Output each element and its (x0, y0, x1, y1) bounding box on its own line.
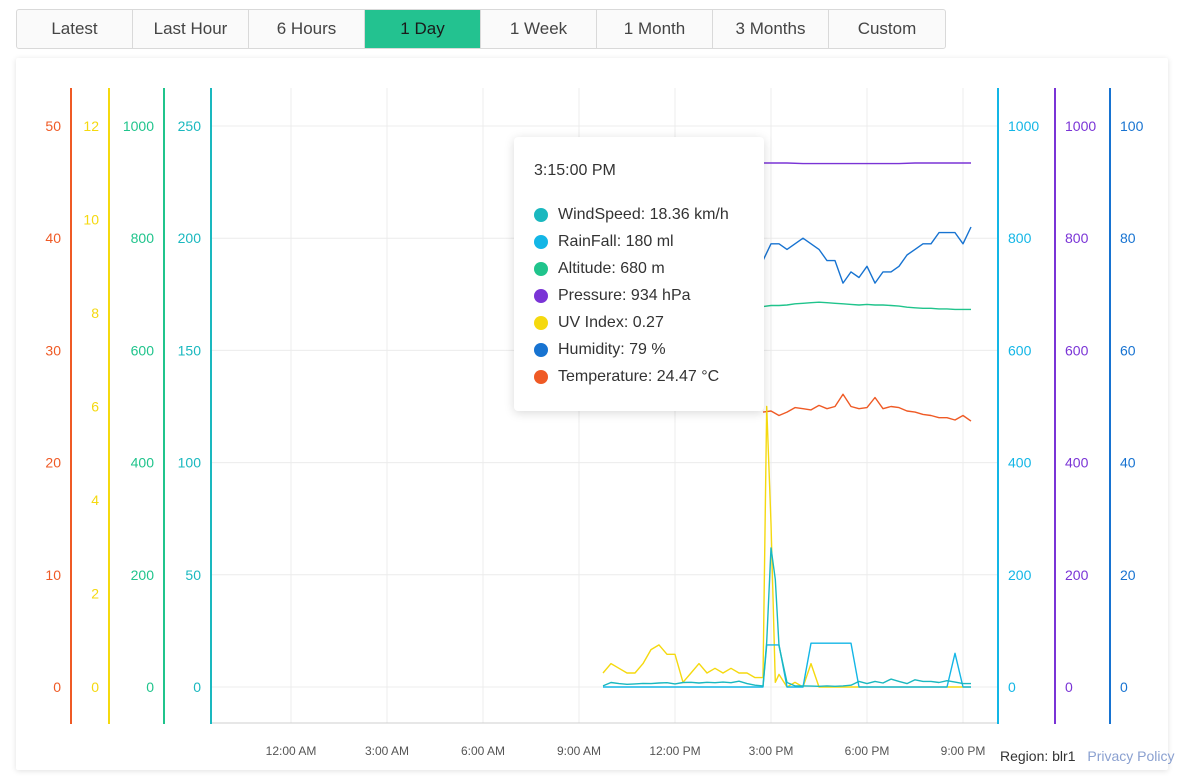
tooltip-row: Altitude: 680 m (534, 255, 764, 282)
y-tick-label-wind: 250 (178, 118, 202, 134)
y-tick-label-pres: 400 (1065, 455, 1089, 471)
y-tick-label-pres: 600 (1065, 342, 1089, 358)
y-tick-label-wind: 0 (193, 679, 201, 695)
tooltip-row-label: Altitude: 680 m (558, 259, 665, 277)
y-tick-label-pres: 1000 (1065, 118, 1096, 134)
region-label: Region: blr1 (1000, 748, 1076, 764)
range-tab-6-hours[interactable]: 6 Hours (249, 10, 365, 48)
series-line-temp (762, 393, 972, 422)
y-tick-label-hum: 60 (1120, 342, 1136, 358)
y-tick-label-temp: 40 (45, 230, 61, 246)
series-color-dot (534, 315, 548, 330)
y-tick-label-uv: 12 (83, 118, 99, 134)
y-tick-label-hum: 0 (1120, 679, 1128, 695)
range-tab-custom[interactable]: Custom (857, 19, 917, 38)
y-tick-label-temp: 10 (45, 567, 61, 583)
y-tick-label-uv: 0 (91, 679, 99, 695)
y-tick-label-pres: 800 (1065, 230, 1089, 246)
time-range-selector: Latest Last Hour 6 Hours 1 Day 1 Week 1 Month… (16, 9, 946, 49)
y-tick-label-alt: 400 (131, 455, 155, 471)
series-line-pres (763, 162, 971, 165)
chart-tooltip: 3:15:00 PM WindSpeed: 18.36 km/h RainFall… (514, 137, 764, 411)
series-color-dot (534, 261, 548, 276)
y-tick-label-alt: 600 (131, 342, 155, 358)
privacy-policy-link[interactable]: Privacy Policy (1087, 748, 1175, 764)
tooltip-row: Pressure: 934 hPa (534, 282, 764, 309)
tooltip-row-label: Pressure: 934 hPa (558, 286, 691, 304)
x-tick-label: 12:00 AM (266, 744, 317, 758)
x-tick-label: 3:00 PM (749, 744, 794, 758)
range-tab-1-week[interactable]: 1 Week (481, 10, 597, 48)
x-tick-label: 3:00 AM (365, 744, 409, 758)
y-tick-label-hum: 80 (1120, 230, 1136, 246)
y-tick-label-uv: 6 (91, 399, 99, 415)
series-line-uv (602, 405, 971, 688)
y-tick-label-rain: 400 (1008, 455, 1032, 471)
y-tick-label-uv: 2 (91, 586, 99, 602)
y-tick-label-rain: 800 (1008, 230, 1032, 246)
y-tick-label-wind: 100 (178, 455, 202, 471)
y-tick-label-pres: 200 (1065, 567, 1089, 583)
tooltip-time: 3:15:00 PM (534, 162, 616, 179)
series-color-dot (534, 207, 548, 222)
series-color-dot (534, 369, 548, 384)
series-line-alt (762, 301, 971, 311)
x-tick-label: 9:00 AM (557, 744, 601, 758)
series-color-dot (534, 288, 548, 303)
series-color-dot (534, 234, 548, 249)
footer: Region: blr1 Privacy Policy (1000, 748, 1175, 764)
x-tick-label: 9:00 PM (941, 744, 986, 758)
tooltip-row-label: RainFall: 180 ml (558, 232, 674, 250)
y-tick-label-temp: 50 (45, 118, 61, 134)
tooltip-row-label: Temperature: 24.47 °C (558, 367, 720, 385)
y-tick-label-alt: 1000 (123, 118, 154, 134)
y-tick-label-rain: 1000 (1008, 118, 1039, 134)
range-tab-1-day[interactable]: 1 Day (365, 10, 481, 48)
series-color-dot (534, 342, 548, 357)
y-tick-label-alt: 800 (131, 230, 155, 246)
x-tick-label: 6:00 AM (461, 744, 505, 758)
y-tick-label-temp: 0 (53, 679, 61, 695)
series-line-hum (762, 226, 972, 284)
y-tick-label-temp: 20 (45, 455, 61, 471)
x-tick-label: 12:00 PM (649, 744, 700, 758)
y-tick-label-wind: 50 (185, 567, 201, 583)
tooltip-row: WindSpeed: 18.36 km/h (534, 201, 764, 228)
tooltip-row-label: Humidity: 79 % (558, 340, 666, 358)
y-tick-label-wind: 200 (178, 230, 202, 246)
multi-axis-line-chart: 12:00 AM 3:00 AM 6:00 AM 9:00 AM 12:00 PM 3:0… (45, 88, 1144, 758)
y-tick-label-rain: 600 (1008, 342, 1032, 358)
y-tick-label-wind: 150 (178, 342, 202, 358)
tooltip-row: Temperature: 24.47 °C (534, 363, 764, 390)
series-line-wind (602, 547, 971, 687)
y-tick-label-alt: 0 (146, 679, 154, 695)
y-tick-label-pres: 0 (1065, 679, 1073, 695)
y-tick-label-uv: 8 (91, 305, 99, 321)
y-tick-label-rain: 0 (1008, 679, 1016, 695)
tooltip-row: Humidity: 79 % (534, 336, 764, 363)
range-tab-latest[interactable]: Latest (17, 10, 133, 48)
x-tick-label: 6:00 PM (845, 744, 890, 758)
y-tick-label-hum: 100 (1120, 118, 1144, 134)
y-tick-label-alt: 200 (131, 567, 155, 583)
tooltip-row: RainFall: 180 ml (534, 228, 764, 255)
y-tick-label-hum: 40 (1120, 455, 1136, 471)
y-tick-label-uv: 10 (83, 212, 99, 228)
y-tick-label-rain: 200 (1008, 567, 1032, 583)
range-tab-1-month[interactable]: 1 Month (597, 10, 713, 48)
range-tab-last-hour[interactable]: Last Hour (133, 10, 249, 48)
y-tick-label-uv: 4 (91, 492, 99, 508)
y-tick-label-temp: 30 (45, 342, 61, 358)
y-tick-label-hum: 20 (1120, 567, 1136, 583)
tooltip-row-label: WindSpeed: 18.36 km/h (558, 205, 729, 223)
tooltip-row-label: UV Index: 0.27 (558, 313, 664, 331)
range-tab-3-months[interactable]: 3 Months (713, 10, 829, 48)
tooltip-row: UV Index: 0.27 (534, 309, 764, 336)
